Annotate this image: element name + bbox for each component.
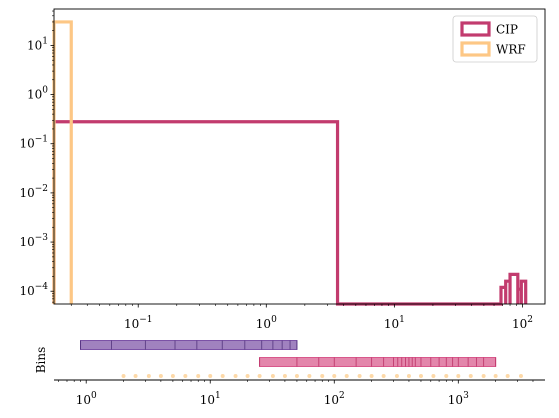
bins-x-tick-label: 102 <box>324 391 345 407</box>
bins-y-axis-label: Bins <box>34 347 48 374</box>
bins-row-3-dot <box>233 374 238 378</box>
main-x-tick-label: 101 <box>384 315 405 331</box>
main-y-tick-label-exponent: −1 <box>35 135 48 145</box>
bins-x-tick-label-base: 10 <box>200 393 215 407</box>
main-y-tick-label: 10−3 <box>19 233 48 249</box>
main-x-tick-label-base: 10 <box>124 317 139 331</box>
bins-row-3-dot <box>468 374 473 378</box>
bins-row-3-dot <box>444 374 449 378</box>
bins-row-3-dot <box>369 374 374 378</box>
legend: CIP WRF <box>452 15 538 63</box>
bins-x-tick-label-exponent: 3 <box>463 391 469 401</box>
bins-row-3-dot <box>282 374 287 378</box>
main-y-tick-label-base: 10 <box>19 284 34 298</box>
main-x-tick-label-exponent: 2 <box>527 315 533 325</box>
bins-row-3-dot <box>220 374 225 378</box>
bins-row-3-dot <box>505 374 510 378</box>
main-x-tick-label-base: 10 <box>256 317 271 331</box>
bins-rows-layer <box>80 340 523 378</box>
series-wrf-line <box>52 20 73 304</box>
main-y-tick-label-exponent: 1 <box>42 36 48 46</box>
main-x-tick-label: 10−1 <box>124 315 153 331</box>
bins-x-ticks: 100 101 102 103 <box>58 380 534 407</box>
bins-row-3-dot <box>146 374 151 378</box>
main-plot-frame <box>53 8 546 305</box>
bins-row-3-dot <box>320 374 325 378</box>
bins-x-tick-label: 101 <box>200 391 221 407</box>
main-x-tick-label-exponent: 0 <box>271 315 277 325</box>
bins-row-3-dot <box>196 374 201 378</box>
bins-row-3-dot <box>133 374 138 378</box>
bins-row-1-band <box>80 340 298 350</box>
bins-row-3-dot <box>431 374 436 378</box>
series-cip-line <box>52 120 528 306</box>
bins-x-tick-label-exponent: 2 <box>339 391 345 401</box>
bins-row-3-dot <box>406 374 411 378</box>
bins-row-3-dot <box>121 374 126 378</box>
histogram-series-layer <box>52 20 528 306</box>
bins-x-tick-label-base: 10 <box>448 393 463 407</box>
main-y-tick-label-exponent: −4 <box>35 282 49 292</box>
main-y-tick-label-exponent: −3 <box>35 233 49 243</box>
main-y-tick-label: 10−4 <box>19 282 48 298</box>
bins-row-3-dot <box>357 374 362 378</box>
bins-row-3-dot <box>158 374 163 378</box>
bins-chart: 100 101 102 103 Bins <box>34 340 545 407</box>
main-y-tick-label-exponent: −2 <box>35 184 48 194</box>
main-x-tick-label: 102 <box>512 315 533 331</box>
main-y-tick-label-base: 10 <box>19 186 34 200</box>
bins-row-3-dot <box>493 374 498 378</box>
bins-x-tick-label-exponent: 1 <box>215 391 221 401</box>
bins-row-2-band <box>259 357 497 367</box>
bins-x-tick-label: 103 <box>448 391 469 407</box>
bins-row-3-dot <box>208 374 213 378</box>
main-y-tick-label: 100 <box>27 86 48 102</box>
main-y-tick-label-base: 10 <box>19 235 34 249</box>
bins-row-3-dot <box>294 374 299 378</box>
legend-box <box>452 15 538 63</box>
bins-row-3-dot <box>481 374 486 378</box>
legend-label-wrf: WRF <box>496 43 526 57</box>
main-y-tick-label-base: 10 <box>27 88 42 102</box>
bins-row-3-dot <box>456 374 461 378</box>
main-y-tick-label-base: 10 <box>19 137 34 151</box>
legend-label-cip: CIP <box>496 23 518 37</box>
bins-row-3-dot <box>307 374 312 378</box>
bins-row-3-dot <box>270 374 275 378</box>
main-x-tick-label: 100 <box>256 315 277 331</box>
main-y-tick-label-base: 10 <box>27 38 42 52</box>
main-x-tick-label-exponent: 1 <box>399 315 405 325</box>
bins-row-3-dot <box>183 374 188 378</box>
main-y-tick-label: 10−1 <box>19 135 48 151</box>
bins-row-3-dot <box>344 374 349 378</box>
bins-row-3-dot <box>257 374 262 378</box>
main-x-tick-label-exponent: −1 <box>139 315 152 325</box>
bins-row-3-dot <box>394 374 399 378</box>
bins-row-3-dot <box>418 374 423 378</box>
main-x-ticks: 10−1 100 101 102 <box>70 304 533 331</box>
bins-x-tick-label-base: 10 <box>76 393 91 407</box>
bins-row-3-dot <box>170 374 175 378</box>
bins-x-tick-label: 100 <box>76 391 97 407</box>
main-x-tick-label-base: 10 <box>384 317 399 331</box>
bins-x-tick-label-exponent: 0 <box>91 391 97 401</box>
bins-x-tick-label-base: 10 <box>324 393 339 407</box>
bins-row-3-dot <box>245 374 250 378</box>
legend-swatch-wrf <box>460 41 491 57</box>
bins-row-3-dot <box>381 374 386 378</box>
bins-row-3-dot <box>332 374 337 378</box>
main-y-tick-label-exponent: 0 <box>42 86 48 96</box>
legend-swatch-cip <box>460 21 491 37</box>
main-y-tick-label: 10−2 <box>19 184 48 200</box>
bins-row-3-dot <box>518 374 523 378</box>
main-y-tick-label: 101 <box>27 36 48 52</box>
main-x-tick-label-base: 10 <box>512 317 527 331</box>
